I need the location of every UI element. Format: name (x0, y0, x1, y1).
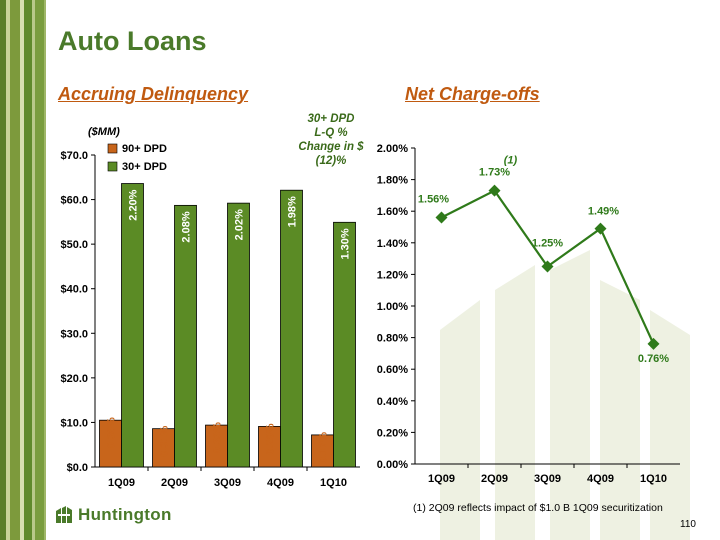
line-y-tick-label: 1.00% (377, 301, 408, 313)
bar-x-tick-label: 1Q10 (320, 477, 347, 489)
line-y-tick-label: 0.00% (377, 459, 408, 471)
line-data-point (435, 211, 448, 224)
bar-data-label: 0.31% (159, 425, 171, 456)
line-y-tick-label: 1.40% (377, 238, 408, 250)
legend-label: 90+ DPD (122, 143, 167, 155)
bar-y-tick-label: $70.0 (60, 150, 88, 162)
note-line-4: (12)% (315, 155, 347, 167)
right-chart-subtitle: Net Charge-offs (405, 84, 540, 104)
line-y-tick-label: 1.60% (377, 206, 408, 218)
bar-x-tick-label: 4Q09 (267, 477, 294, 489)
bar-data-label: 1.30% (340, 228, 352, 259)
line-data-point (488, 184, 501, 197)
bar-x-tick-label: 3Q09 (214, 477, 241, 489)
bar-data-label: 0.33% (212, 422, 224, 453)
left-chart-subtitle: Accruing Delinquency (58, 84, 249, 104)
line-y-tick-label: 2.00% (377, 143, 408, 155)
bar-data-label: 0.29% (265, 423, 277, 454)
bar-x-tick-label: 2Q09 (161, 477, 188, 489)
line-data-point (647, 337, 660, 350)
line-y-tick-label: 0.60% (377, 364, 408, 376)
line-y-tick-label: 1.80% (377, 175, 408, 187)
huntington-logo: Huntington (55, 505, 172, 525)
line-data-label: 1.25% (532, 238, 563, 250)
line-data-point (541, 260, 554, 273)
bar-30-dpd (280, 189, 303, 468)
line-x-tick-label: 4Q09 (587, 473, 614, 485)
bar-y-tick-label: $10.0 (60, 417, 88, 429)
bar-data-label: 2.08% (181, 211, 193, 242)
line-y-tick-label: 1.20% (377, 269, 408, 281)
line-y-tick-label: 0.80% (377, 333, 408, 345)
line-x-tick-label: 2Q09 (481, 473, 508, 485)
decorative-stripes (0, 0, 46, 540)
legend-label: 30+ DPD (122, 161, 167, 173)
note-line-1: 30+ DPD (307, 113, 355, 125)
logo-text: Huntington (78, 505, 172, 524)
note-line-3: Change in $ (298, 141, 364, 153)
legend-swatch (107, 143, 118, 154)
bar-data-label: 2.02% (234, 209, 246, 240)
line-annotation: (1) (504, 155, 518, 167)
logo-icon (56, 506, 72, 523)
bar-y-tick-label: $50.0 (60, 239, 88, 251)
line-y-tick-label: 0.20% (377, 427, 408, 439)
line-x-tick-label: 1Q10 (640, 473, 667, 485)
change-note: 30+ DPD L-Q % Change in $ (12)% (295, 112, 367, 168)
line-x-tick-label: 3Q09 (534, 473, 561, 485)
page-title: Auto Loans (58, 26, 207, 56)
bar-data-label: 0.36% (106, 417, 118, 448)
bar-30-dpd (227, 202, 250, 468)
bar-y-tick-label: $40.0 (60, 284, 88, 296)
bar-y-tick-label: $20.0 (60, 373, 88, 385)
bar-30-dpd (174, 204, 197, 468)
line-data-label: 0.76% (638, 353, 669, 365)
bar-data-label: 0.17% (318, 432, 330, 463)
line-data-label: 1.73% (479, 167, 510, 179)
line-y-tick-label: 0.40% (377, 396, 408, 408)
bar-y-tick-label: $30.0 (60, 328, 88, 340)
bar-data-label: 2.20% (128, 189, 140, 220)
page-number: 110 (680, 519, 696, 530)
line-data-label: 1.56% (418, 194, 449, 206)
line-data-label: 1.49% (588, 206, 619, 218)
bar-30-dpd (121, 183, 144, 468)
bar-y-tick-label: $0.0 (67, 462, 88, 474)
footnote: (1) 2Q09 reflects impact of $1.0 B 1Q09 … (413, 502, 663, 514)
bar-x-tick-label: 1Q09 (108, 477, 135, 489)
legend-swatch (107, 161, 118, 172)
bar-data-label: 1.98% (287, 196, 299, 227)
line-x-tick-label: 1Q09 (428, 473, 455, 485)
unit-label: ($MM) (88, 126, 120, 138)
note-line-2: L-Q % (314, 127, 348, 139)
bar-y-tick-label: $60.0 (60, 195, 88, 207)
line-data-point (594, 222, 607, 235)
bar-30-dpd (333, 221, 356, 468)
